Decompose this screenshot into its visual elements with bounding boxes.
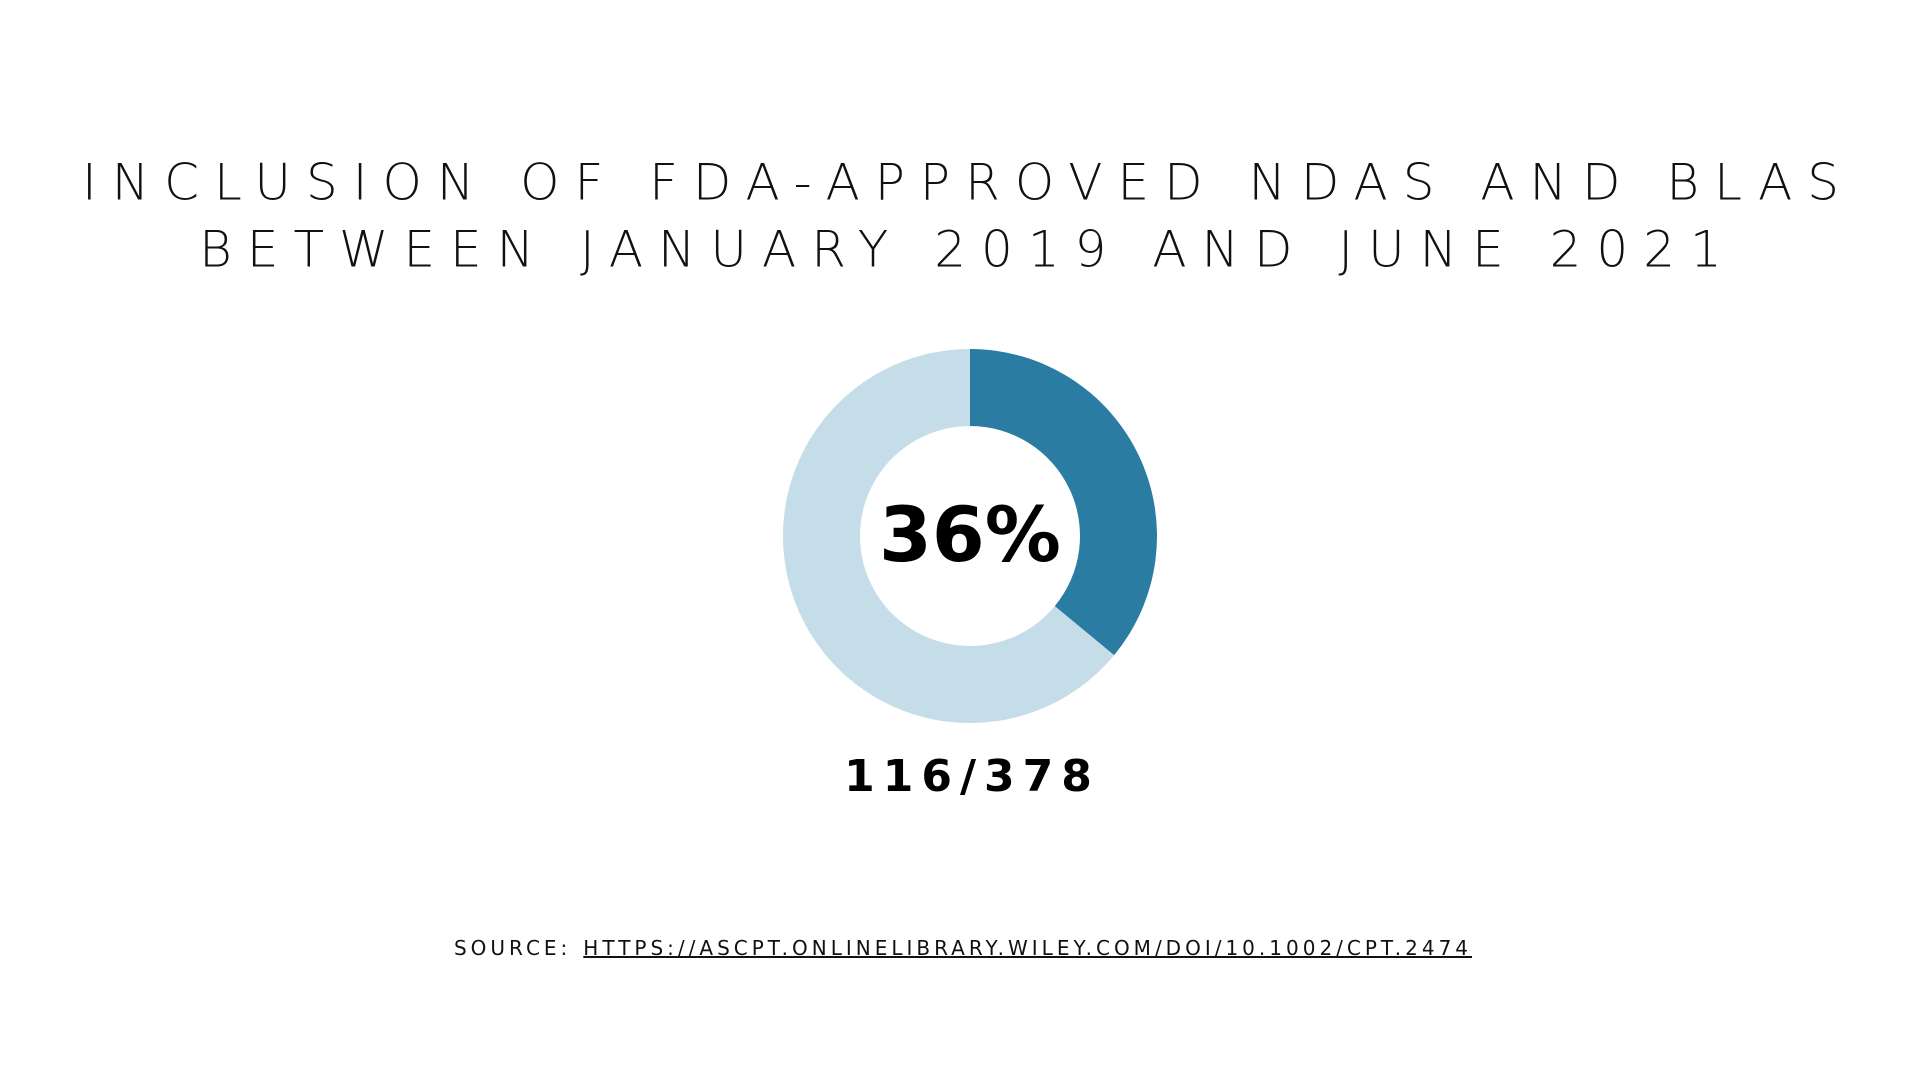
count-label: 116/378: [844, 751, 1100, 802]
chart-title-line: INCLUSION OF FDA-APPROVED NDAS AND BLAS: [82, 154, 1854, 212]
source-link[interactable]: HTTPS://ASCPT.ONLINELIBRARY.WILEY.COM/DO…: [583, 936, 1472, 960]
donut-segment: [970, 349, 1157, 656]
donut-segment: [782, 349, 1115, 723]
source-label: SOURCE:: [454, 936, 571, 960]
chart-title-line: BETWEEN JANUARY 2019 AND JUNE 2021: [199, 221, 1737, 279]
center-label: 36%: [879, 490, 1061, 579]
source: SOURCE: HTTPS://ASCPT.ONLINELIBRARY.WILEY…: [454, 936, 1472, 960]
donut: [782, 349, 1157, 723]
